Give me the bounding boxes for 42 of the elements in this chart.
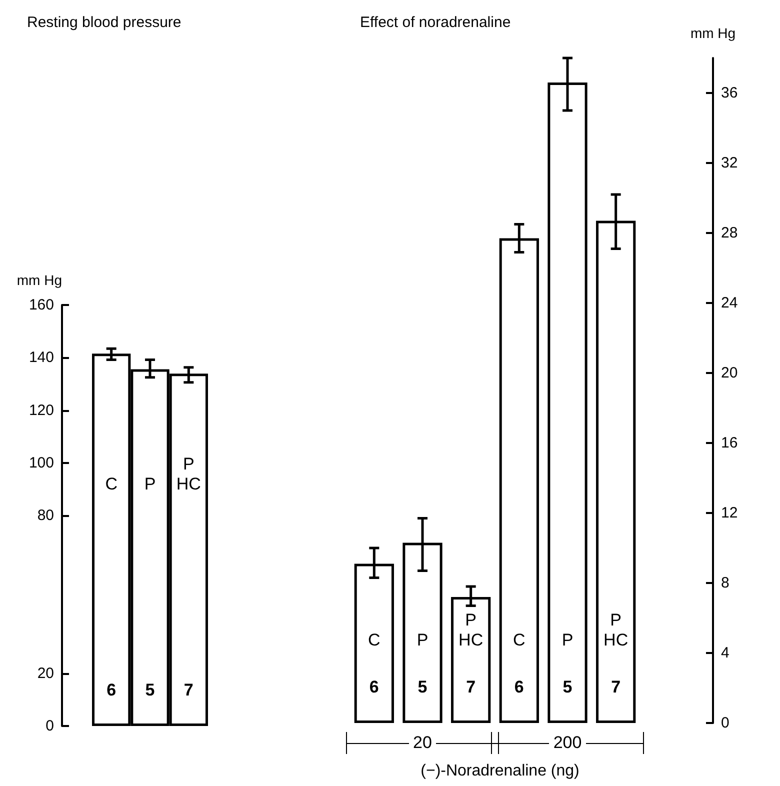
annotation: 5 — [418, 678, 428, 696]
y-tick-label: 20 — [721, 364, 738, 382]
chart-title: Effect of noradrenaline — [360, 14, 511, 31]
annotation: 7 — [611, 678, 621, 696]
chart-title: Resting blood pressure — [27, 14, 182, 31]
y-tick-label: 120 — [28, 402, 54, 419]
y-axis-title: mm Hg — [16, 272, 62, 288]
y-tick-label: 32 — [721, 154, 738, 172]
x-tick-label: P HC — [176, 454, 201, 494]
y-tick-label: 24 — [721, 294, 738, 312]
y-tick-label: 20 — [37, 664, 54, 682]
y-tick-label: 80 — [37, 507, 54, 524]
y-tick-label: 100 — [28, 454, 54, 472]
y-tick-label: 0 — [46, 718, 54, 734]
range-bracket: 200 — [491, 732, 644, 754]
y-tick-label: 36 — [721, 84, 738, 102]
y-axis-title: mm Hg — [690, 25, 736, 41]
x-tick-label: P — [416, 630, 428, 650]
x-tick-label: C — [105, 474, 118, 494]
x-tick-label: C — [368, 630, 380, 650]
y-tick-label: 8 — [721, 574, 730, 592]
x-tick-label: P — [562, 630, 574, 650]
annotation: 6 — [369, 678, 379, 696]
annotation: 5 — [145, 680, 155, 700]
annotation: 5 — [562, 678, 572, 696]
range-bracket: 20 — [346, 732, 499, 754]
annotation: 6 — [106, 680, 116, 700]
annotation: 7 — [184, 680, 194, 700]
annotation: 7 — [466, 678, 476, 696]
x-tick-label: P — [144, 474, 156, 494]
annotation: 6 — [514, 678, 524, 696]
y-tick-label: 160 — [28, 296, 54, 314]
y-tick-label: 12 — [721, 504, 738, 522]
y-tick-label: 0 — [721, 714, 730, 732]
x-tick-label: P HC — [604, 610, 628, 650]
y-tick-label: 4 — [721, 644, 730, 662]
x-tick-label: P HC — [458, 610, 484, 650]
y-tick-label: 28 — [721, 224, 738, 242]
y-tick-label: 16 — [721, 434, 738, 452]
x-tick-label: C — [513, 630, 526, 650]
y-tick-label: 140 — [28, 349, 54, 366]
x-axis-title: (−)-Noradrenaline (ng) — [420, 762, 580, 780]
